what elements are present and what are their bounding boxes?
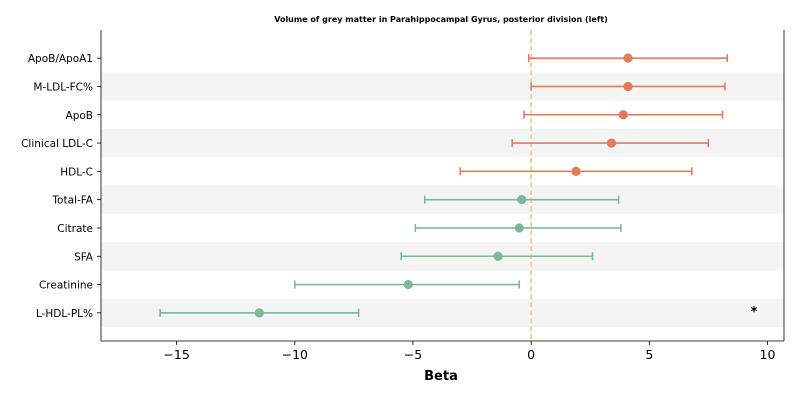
point-estimate bbox=[517, 195, 526, 204]
x-tick-label: −5 bbox=[404, 347, 422, 362]
row-label: L-HDL-PL% bbox=[36, 308, 93, 320]
point-estimate bbox=[607, 138, 616, 147]
row-label: M-LDL-FC% bbox=[33, 81, 93, 93]
row-label: ApoB/ApoA1 bbox=[28, 53, 93, 65]
x-tick-label: 0 bbox=[527, 347, 535, 362]
point-estimate bbox=[404, 280, 413, 289]
forest-row: ApoB bbox=[66, 110, 723, 122]
point-estimate bbox=[515, 223, 524, 232]
row-label: HDL-C bbox=[60, 166, 93, 178]
point-estimate bbox=[493, 252, 502, 261]
x-axis-label: Beta bbox=[424, 369, 458, 384]
row-label: Citrate bbox=[57, 223, 93, 235]
point-estimate bbox=[571, 167, 580, 176]
chart-title: Volume of grey matter in Parahippocampal… bbox=[274, 15, 608, 24]
row-label: Clinical LDL-C bbox=[21, 138, 93, 150]
significance-star: * bbox=[751, 305, 758, 320]
point-estimate bbox=[623, 82, 632, 91]
forest-row: ApoB/ApoA1 bbox=[28, 53, 727, 65]
row-label: SFA bbox=[74, 251, 94, 263]
forest-row: HDL-C bbox=[60, 166, 692, 178]
row-label: Creatinine bbox=[39, 280, 93, 292]
x-tick-label: −10 bbox=[282, 347, 308, 362]
row-label: ApoB bbox=[66, 110, 93, 122]
x-tick-label: 5 bbox=[645, 347, 653, 362]
forest-row: Creatinine bbox=[39, 280, 519, 292]
row-label: Total-FA bbox=[51, 195, 93, 207]
point-estimate bbox=[619, 110, 628, 119]
point-estimate bbox=[623, 54, 632, 63]
forest-row: Citrate bbox=[57, 223, 621, 235]
point-estimate bbox=[255, 308, 264, 317]
x-tick-label: −15 bbox=[163, 347, 189, 362]
x-tick-label: 10 bbox=[760, 347, 776, 362]
